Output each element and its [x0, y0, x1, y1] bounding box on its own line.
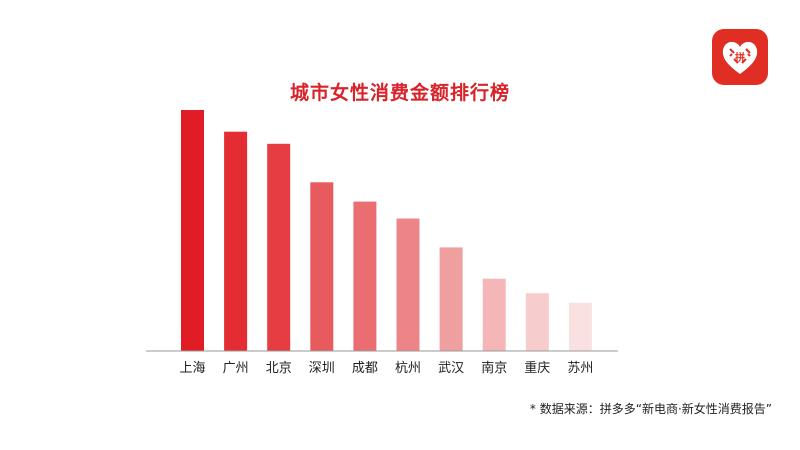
- x-tick-label: 南京: [481, 360, 507, 376]
- heart-icon: 拼: [722, 41, 758, 74]
- bar-南京: [482, 278, 506, 351]
- bar-重庆: [525, 293, 549, 351]
- chart-title: 城市女性消费金额排行榜: [289, 82, 510, 104]
- data-source-note: * 数据来源：拼多多“新电商·新女性消费报告”: [529, 402, 772, 416]
- bar-苏州: [568, 302, 592, 351]
- x-tick-label: 上海: [179, 361, 205, 376]
- bar-广州: [224, 131, 248, 351]
- bar-深圳: [310, 182, 334, 351]
- x-tick-label: 深圳: [309, 361, 335, 376]
- bar-武汉: [439, 247, 463, 351]
- bar-杭州: [396, 218, 420, 351]
- x-tick-label: 苏州: [567, 360, 593, 376]
- bars-group: [181, 110, 592, 351]
- bar-成都: [353, 201, 377, 351]
- pinduoduo-logo: 拼: [712, 29, 768, 85]
- x-tick-label: 武汉: [438, 361, 464, 376]
- x-tick-label: 成都: [352, 361, 378, 376]
- x-tick-label: 重庆: [524, 360, 550, 376]
- x-tick-label: 北京: [266, 361, 292, 376]
- bar-北京: [267, 143, 291, 351]
- x-tick-label: 杭州: [395, 361, 421, 376]
- x-tick-label: 广州: [223, 361, 249, 376]
- x-tick-labels: 上海 广州 北京 深圳 成都 杭州 武汉 南京 重庆 苏州: [179, 360, 593, 376]
- logo-glyph: 拼: [735, 51, 745, 64]
- bar-上海: [181, 110, 204, 351]
